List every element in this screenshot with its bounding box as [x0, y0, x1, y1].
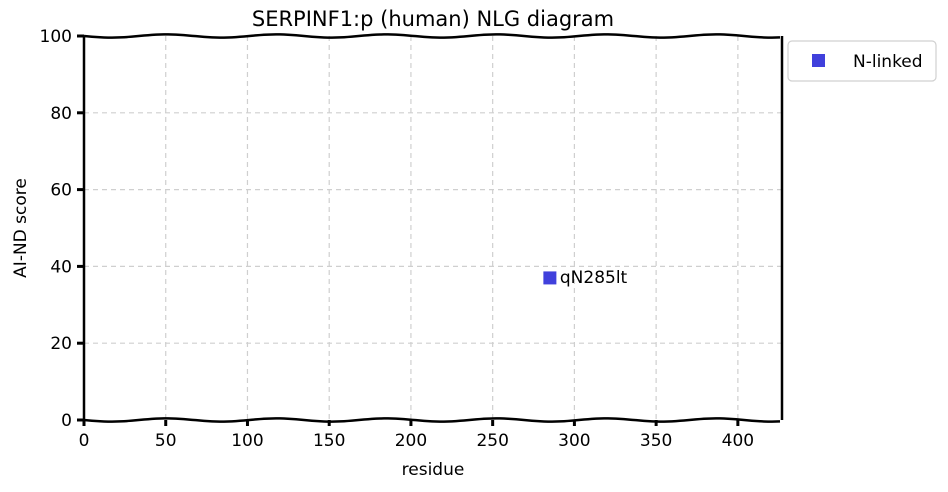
- x-tick-label: 250: [476, 431, 508, 451]
- chart-title: SERPINF1:p (human) NLG diagram: [252, 7, 614, 31]
- data-points: qN285lt: [543, 268, 628, 288]
- x-tick-label: 50: [155, 431, 177, 451]
- x-tick-label: 350: [640, 431, 672, 451]
- y-tick-label: 40: [50, 257, 72, 277]
- x-tick-label: 150: [313, 431, 345, 451]
- legend: N-linked: [787, 40, 937, 82]
- axis-ticks: 0 50 100 150 200 250 300 350 400 0 20 40 60 80 100: [40, 27, 755, 451]
- y-tick-label: 80: [50, 104, 72, 124]
- x-tick-label: 0: [79, 431, 90, 451]
- y-tick-label: 60: [50, 181, 72, 201]
- legend-label-n-linked: N-linked: [853, 52, 923, 72]
- x-tick-label: 400: [722, 431, 754, 451]
- frame-top: [83, 33, 781, 39]
- x-axis-label: residue: [402, 460, 465, 480]
- x-tick-label: 200: [395, 431, 427, 451]
- legend-box: [787, 40, 937, 82]
- x-tick-label: 300: [558, 431, 590, 451]
- y-axis-label: AI-ND score: [11, 178, 31, 278]
- y-tick-label: 20: [50, 334, 72, 354]
- y-tick-label: 0: [61, 411, 72, 431]
- frame-bottom: [83, 417, 781, 423]
- y-tick-label: 100: [40, 27, 72, 47]
- grid: [84, 36, 782, 420]
- data-point-label: qN285lt: [560, 268, 628, 288]
- x-tick-label: 100: [231, 431, 263, 451]
- data-point: [543, 271, 557, 285]
- plot-frame: [82, 33, 784, 423]
- legend-marker-n-linked: [812, 54, 825, 67]
